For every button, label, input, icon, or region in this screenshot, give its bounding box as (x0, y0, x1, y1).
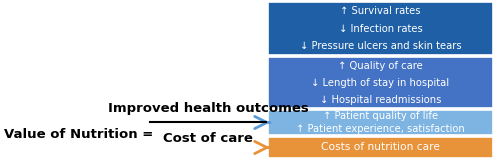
Text: Costs of nutrition care: Costs of nutrition care (321, 142, 440, 152)
Text: ↑ Survival rates: ↑ Survival rates (340, 6, 421, 16)
Bar (268, 57, 493, 108)
Text: ↓ Length of stay in hospital: ↓ Length of stay in hospital (312, 77, 450, 87)
Text: ↓ Pressure ulcers and skin tears: ↓ Pressure ulcers and skin tears (300, 41, 462, 51)
Text: Cost of care: Cost of care (163, 132, 253, 145)
Text: ↓ Infection rates: ↓ Infection rates (338, 24, 422, 33)
Text: ↑ Quality of care: ↑ Quality of care (338, 61, 423, 71)
Text: ↑ Patient quality of life: ↑ Patient quality of life (323, 111, 438, 121)
Bar (268, 2, 493, 55)
Text: ↑ Patient experience, satisfaction: ↑ Patient experience, satisfaction (296, 124, 465, 134)
Text: Improved health outcomes: Improved health outcomes (108, 101, 308, 114)
Text: ↓ Hospital readmissions: ↓ Hospital readmissions (320, 95, 441, 104)
Bar (268, 137, 493, 158)
Bar (268, 110, 493, 135)
Text: Value of Nutrition =: Value of Nutrition = (4, 128, 158, 142)
